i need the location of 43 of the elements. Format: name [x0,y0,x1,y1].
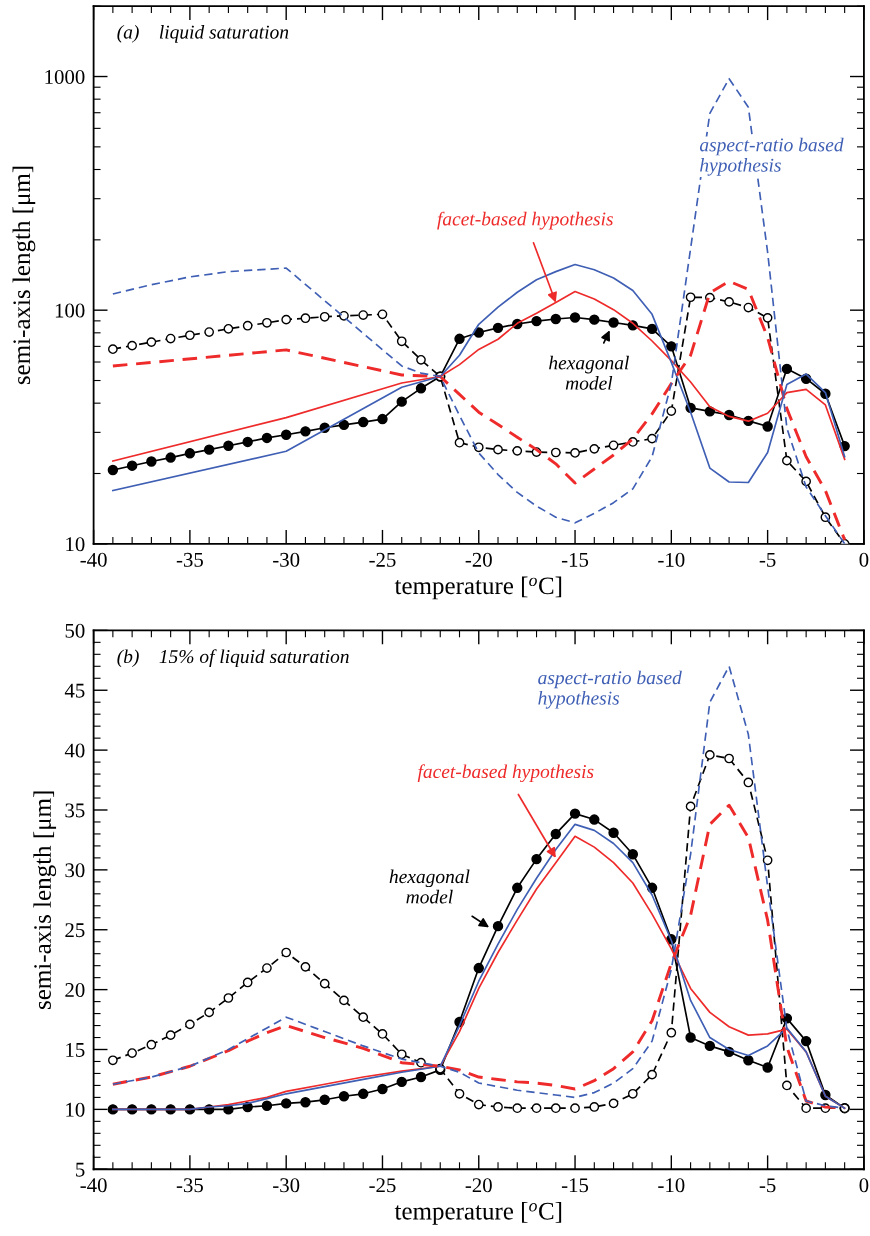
x-tick-label: -5 [759,1178,776,1193]
x-tick-label: 0 [859,552,869,567]
x-axis-title: temperature [$^{o}$C] [394,576,562,600]
annotation: hexagonal model [389,869,470,904]
x-tick-label: -20 [465,552,492,567]
y-axis-title: semi-axis length [μm] [12,166,36,385]
y-tick-label: 100 [55,303,85,318]
x-tick-label: -10 [658,1178,685,1193]
x-tick-label: -20 [465,1178,492,1193]
annotation: facet-based hypothesis [437,211,613,230]
x-tick-label: -40 [80,1178,107,1193]
y-tick-label: 50 [65,623,85,638]
text: (b) 15% of liquid saturation [117,649,349,668]
y-tick-label: 20 [65,983,85,998]
y-tick-label: 10 [66,537,85,552]
x-tick-label: -30 [273,1178,300,1193]
x-tick-label: -35 [176,1178,203,1193]
y-tick-label: 40 [64,743,85,758]
x-tick-label: -5 [759,552,776,567]
x-tick-label: 0 [859,1178,869,1193]
x-axis-title: temperature [$^{o}$C] [394,1202,562,1225]
text: (a) liquid saturation [117,25,289,43]
x-tick-label: -40 [80,552,107,567]
y-tick-label: 30 [65,863,85,878]
y-tick-label: 10 [66,1102,85,1117]
y-axis-title: semi-axis length [μm] [33,791,57,1009]
x-tick-label: -35 [176,552,203,567]
y-tick-label: 25 [65,923,85,938]
annotation: aspect-ratio based hypothesis [538,670,682,709]
x-tick-label: -25 [369,1178,396,1193]
x-tick-label: -10 [658,552,685,567]
y-tick-label: 45 [64,683,85,698]
x-tick-label: -15 [561,552,589,567]
y-tick-label: 15 [66,1042,85,1057]
y-tick-label: 1000 [45,69,85,84]
y-tick-label: 5 [76,1162,85,1177]
annotation: hexagonal model [549,355,629,390]
y-tick-label: 35 [65,803,85,818]
annotation: facet-based hypothesis [417,764,594,783]
x-tick-label: -15 [561,1178,589,1193]
x-tick-label: -30 [273,552,300,567]
annotation: aspect-ratio based hypothesis [699,137,844,176]
x-tick-label: -25 [369,552,396,567]
